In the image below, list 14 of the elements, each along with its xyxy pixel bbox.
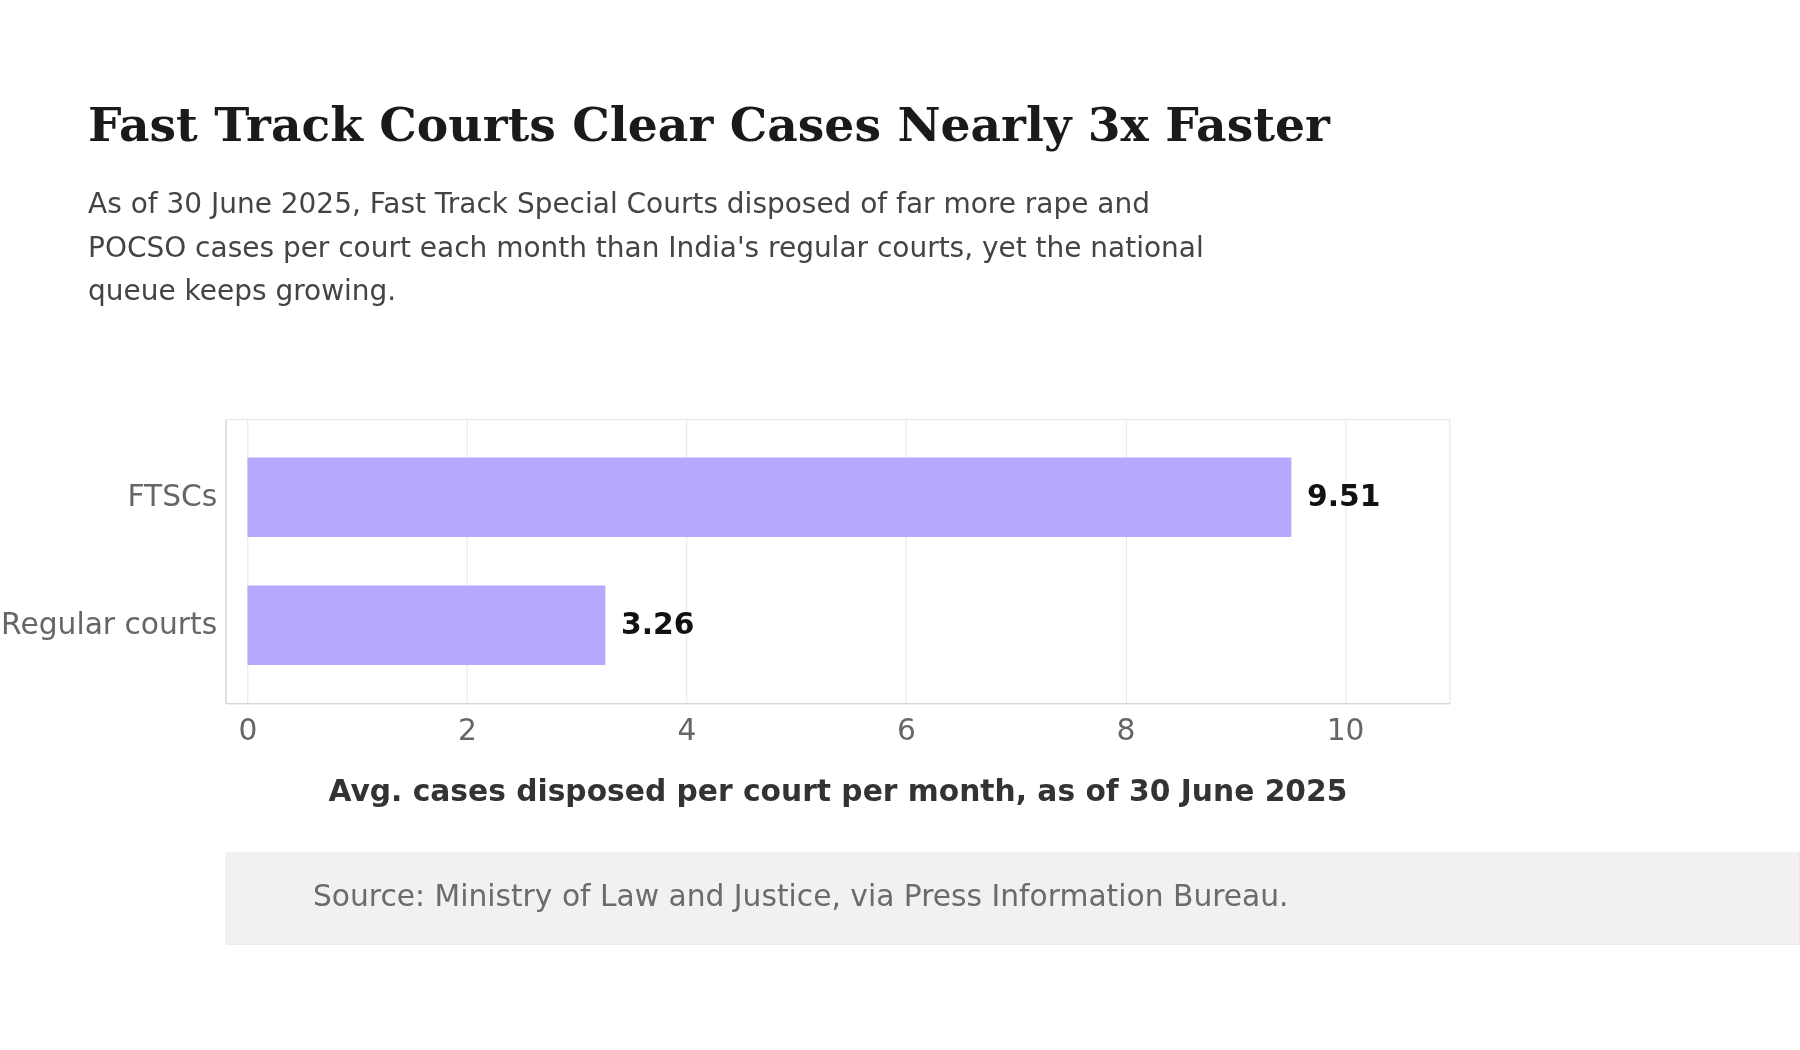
data-label: 3.26 [621, 605, 695, 641]
x-tick-label: 6 [897, 711, 916, 747]
x-tick-label: 8 [1116, 711, 1136, 747]
x-tick-label: 10 [1326, 711, 1365, 747]
chart-subtitle: As of 30 June 2025, Fast Track Special Courts disposed of far more rape and POCSO cases per court each month than India's regular courts, yet the national queue keeps growing. [88, 186, 1204, 308]
source-note: Source: Ministry of Law and Justice, via Press Information Bureau. [312, 878, 1289, 914]
x-tick-label: 2 [458, 711, 477, 747]
y-tick-label: FTSCs [127, 478, 218, 514]
y-tick-label: Regular courts [1, 605, 218, 641]
x-tick-label: 4 [677, 711, 697, 747]
x-tick-label: 0 [238, 711, 258, 747]
data-label: 9.51 [1307, 478, 1381, 514]
chart-title: Fast Track Courts Clear Cases Nearly 3x Faster [88, 97, 1332, 153]
x-axis-title: Avg. cases disposed per court per month, as of 30 June 2025 [328, 772, 1348, 808]
